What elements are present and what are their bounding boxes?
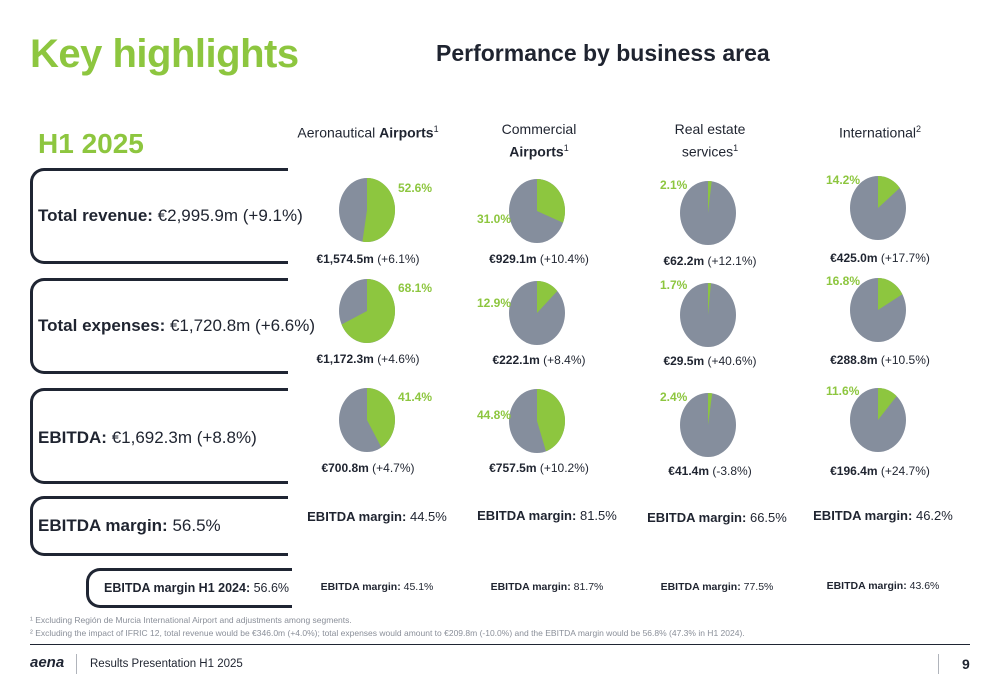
pie-commercial-revenue: [509, 179, 565, 243]
margin-prev-real-estate: EBITDA margin: 77.5%: [660, 581, 774, 593]
margin-prev-bracket: [86, 568, 292, 608]
footer-separator-right: [938, 654, 939, 674]
pie-international-expenses: [850, 278, 906, 342]
pie-commercial-expenses: [509, 281, 565, 345]
pie-real-estate-revenue: [680, 181, 736, 245]
ebitda-bracket: [30, 388, 288, 484]
footer-presentation-title: Results Presentation H1 2025: [90, 658, 243, 670]
pie-share-slice: [367, 388, 395, 448]
pie-aeronautical-expenses: [339, 279, 396, 343]
pct-real-estate-revenue: 2.1%: [660, 178, 688, 192]
pie-share-slice: [537, 389, 566, 452]
pie-share-slice: [878, 388, 897, 420]
pct-commercial-revenue: 31.0%: [477, 212, 512, 226]
pct-real-estate-ebitda: 2.4%: [660, 390, 688, 404]
pie-share-slice: [878, 176, 900, 208]
pie-share-slice: [537, 281, 558, 313]
value-international-revenue: €425.0m (+17.7%): [830, 251, 930, 265]
pie-share-slice: [537, 179, 565, 223]
footnote-2: ² Excluding the impact of IFRIC 12, tota…: [30, 628, 745, 638]
pie-international-revenue: [850, 176, 906, 240]
pct-international-revenue: 14.2%: [826, 173, 861, 187]
page-title: Key highlights: [30, 32, 299, 76]
value-international-expenses: €288.8m (+10.5%): [830, 353, 930, 367]
pie-share-slice: [362, 177, 396, 242]
footer-divider: [30, 644, 970, 645]
value-real-estate-revenue: €62.2m (+12.1%): [663, 254, 757, 268]
column-header-commercial: Commercial Airports1: [501, 121, 577, 160]
value-aeronautical-expenses: €1,172.3m (+4.6%): [316, 352, 420, 366]
value-commercial-revenue: €929.1m (+10.4%): [489, 252, 589, 266]
pie-aeronautical-ebitda: [339, 388, 395, 452]
metric-total-expenses: Total expenses: €1,720.8m (+6.6%): [38, 316, 316, 335]
footer-separator-left: [76, 654, 77, 674]
page-number: 9: [962, 656, 970, 672]
pie-share-slice: [341, 279, 396, 343]
metric-ebitda-margin: EBITDA margin: 56.5%: [38, 516, 221, 535]
pie-share-slice: [708, 393, 713, 425]
margin-international: EBITDA margin: 46.2%: [813, 508, 953, 523]
column-header-international: International2: [838, 124, 922, 141]
margin-prev-commercial: EBITDA margin: 81.7%: [490, 581, 604, 593]
value-aeronautical-revenue: €1,574.5m (+6.1%): [316, 252, 420, 266]
margin-bracket: [30, 496, 288, 556]
column-header-real-estate: Real estate services1: [674, 121, 746, 160]
pie-share-slice: [708, 283, 711, 315]
pct-international-expenses: 16.8%: [826, 274, 861, 288]
value-international-ebitda: €196.4m (+24.7%): [830, 464, 930, 478]
margin-aeronautical: EBITDA margin: 44.5%: [307, 509, 447, 524]
expenses-bracket: [30, 278, 288, 374]
margin-commercial: EBITDA margin: 81.5%: [477, 508, 617, 523]
margin-prev-international: EBITDA margin: 43.6%: [826, 580, 940, 592]
pct-international-ebitda: 11.6%: [826, 384, 860, 398]
pct-real-estate-expenses: 1.7%: [660, 278, 688, 292]
aena-logo: aena: [30, 654, 65, 671]
pct-commercial-ebitda: 44.8%: [477, 408, 512, 422]
value-aeronautical-ebitda: €700.8m (+4.7%): [321, 461, 415, 475]
pie-international-ebitda: [850, 388, 906, 452]
pct-commercial-expenses: 12.9%: [477, 296, 512, 310]
value-commercial-expenses: €222.1m (+8.4%): [492, 353, 586, 367]
pie-real-estate-ebitda: [680, 393, 736, 457]
value-commercial-ebitda: €757.5m (+10.2%): [489, 461, 589, 475]
margin-real-estate: EBITDA margin: 66.5%: [647, 510, 787, 525]
pie-real-estate-expenses: [680, 283, 736, 347]
margin-prev-aeronautical: EBITDA margin: 45.1%: [320, 581, 434, 593]
column-header-aeronautical: Aeronautical Airports1: [297, 124, 439, 141]
footnote-1: ¹ Excluding Región de Murcia Internation…: [30, 615, 352, 625]
pie-share-slice: [708, 181, 712, 213]
section-subtitle: Performance by business area: [436, 40, 770, 66]
pie-share-slice: [878, 278, 903, 310]
pct-aeronautical-expenses: 68.1%: [398, 281, 433, 295]
revenue-bracket: [30, 168, 288, 264]
metric-ebitda: EBITDA: €1,692.3m (+8.8%): [38, 428, 257, 447]
period-label: H1 2025: [38, 128, 144, 159]
metric-ebitda-margin-prev: EBITDA margin H1 2024: 56.6%: [104, 581, 290, 595]
pct-aeronautical-ebitda: 41.4%: [398, 390, 433, 404]
pie-commercial-ebitda: [509, 389, 566, 453]
pct-aeronautical-revenue: 52.6%: [398, 181, 433, 195]
pie-aeronautical-revenue: [339, 177, 396, 242]
value-real-estate-expenses: €29.5m (+40.6%): [663, 354, 757, 368]
value-real-estate-ebitda: €41.4m (-3.8%): [668, 464, 752, 478]
metric-total-revenue: Total revenue: €2,995.9m (+9.1%): [38, 206, 303, 225]
